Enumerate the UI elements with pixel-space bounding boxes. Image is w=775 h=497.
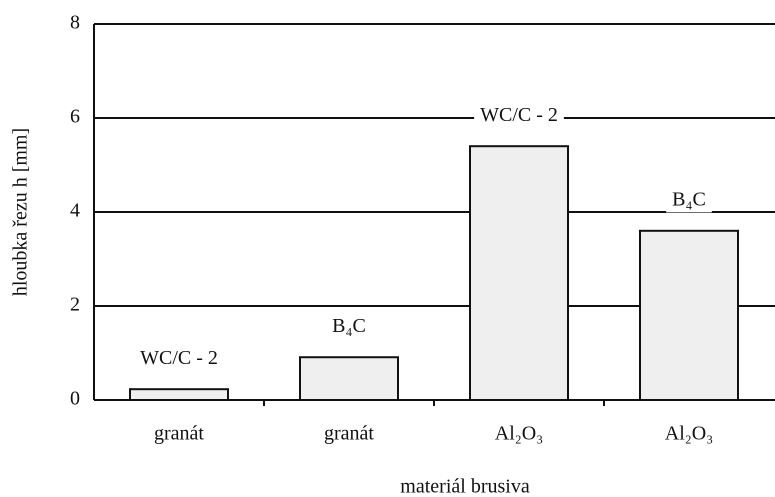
x-tick-label: granát (324, 423, 374, 445)
y-tick-label: 6 (70, 106, 80, 128)
bar (639, 229, 739, 401)
bar-annotation: WC/C - 2 (480, 104, 558, 126)
x-tick-label: granát (154, 423, 204, 445)
y-tick-label: 4 (70, 200, 80, 222)
annotation-background (134, 344, 224, 371)
x-tick-label: Al₂O₃ (495, 423, 543, 445)
bar (129, 388, 229, 402)
x-axis-label: materiál brusiva (400, 476, 530, 497)
annotation-background (326, 312, 372, 339)
bar (299, 356, 399, 402)
annotation-background (666, 186, 712, 213)
y-tick-label: 8 (70, 12, 80, 34)
annotation-background (474, 101, 564, 128)
y-axis-label: hloubka řezu h [mm] (10, 128, 32, 296)
bar-annotation: WC/C - 2 (140, 347, 218, 369)
y-tick-label: 0 (70, 388, 80, 410)
x-tick-label: Al₂O₃ (665, 423, 713, 445)
y-tick-label: 2 (70, 294, 80, 316)
bar-annotation: B₄C (672, 188, 706, 210)
bar-annotation: B₄C (332, 315, 366, 337)
bar (469, 145, 569, 401)
